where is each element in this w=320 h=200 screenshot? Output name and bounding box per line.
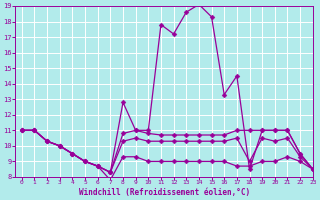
X-axis label: Windchill (Refroidissement éolien,°C): Windchill (Refroidissement éolien,°C) (78, 188, 250, 197)
